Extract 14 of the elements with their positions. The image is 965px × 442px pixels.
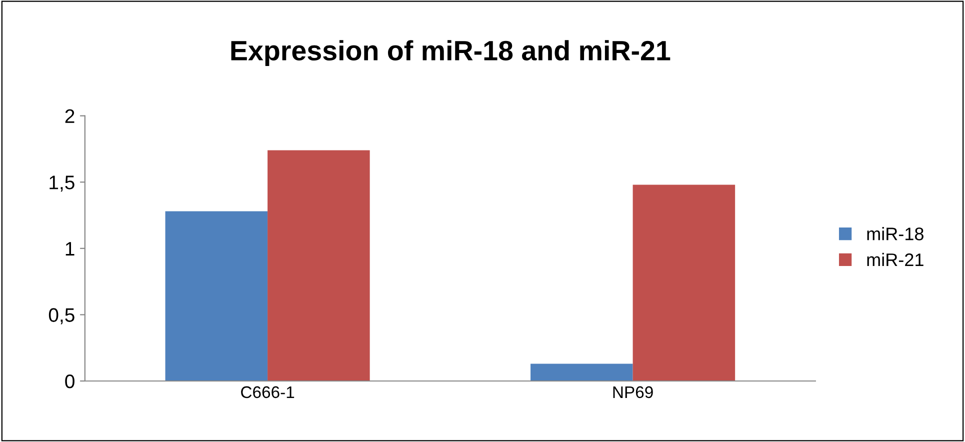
bar [632, 184, 736, 382]
bar [530, 364, 633, 382]
bar [165, 211, 268, 382]
y-tick-label: 0 [65, 374, 74, 388]
y-tick-label: 1 [66, 242, 74, 256]
chart-title: Expression of miR-18 and miR-21 [231, 40, 670, 66]
y-tick-label: 2 [65, 109, 74, 123]
bar [268, 150, 370, 382]
x-tick-label: C666-1 [241, 386, 294, 398]
y-tick-label: 0,5 [48, 308, 74, 324]
x-tick-label: NP69 [613, 386, 653, 398]
legend-label: miR-18 [867, 227, 924, 240]
y-tick-label: 1,5 [50, 176, 74, 192]
legend-label: miR-21 [867, 252, 924, 266]
